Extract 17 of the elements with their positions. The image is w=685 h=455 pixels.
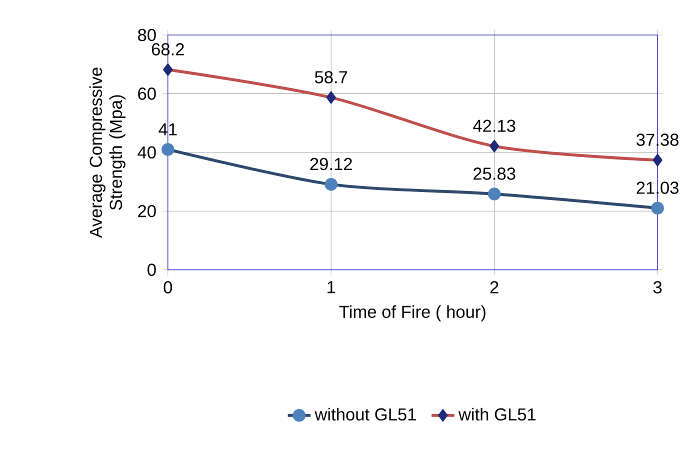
y-tick-label: 80 [138, 29, 156, 42]
data-label: 42.13 [473, 120, 516, 132]
y-tick-label: 0 [148, 264, 156, 276]
y-tick-label: 60 [138, 88, 156, 100]
y-tick-label: 40 [138, 146, 156, 159]
legend-label: with GL51 [458, 408, 536, 421]
y-axis-title: Average Compressive Strength (Mpa) [89, 68, 126, 238]
x-tick-label: 2 [490, 281, 498, 294]
x-tick-label: 1 [328, 281, 336, 294]
legend-label: without GL51 [314, 408, 416, 421]
y-tick-label: 20 [138, 205, 156, 218]
x-tick-label: 3 [653, 281, 662, 294]
x-tick-label: 0 [164, 281, 172, 294]
x-axis-title: Time of Fire ( hour) [339, 305, 486, 322]
data-label: 25.83 [474, 168, 516, 180]
data-label: 29.12 [310, 158, 352, 170]
data-label: 58.7 [314, 71, 348, 84]
